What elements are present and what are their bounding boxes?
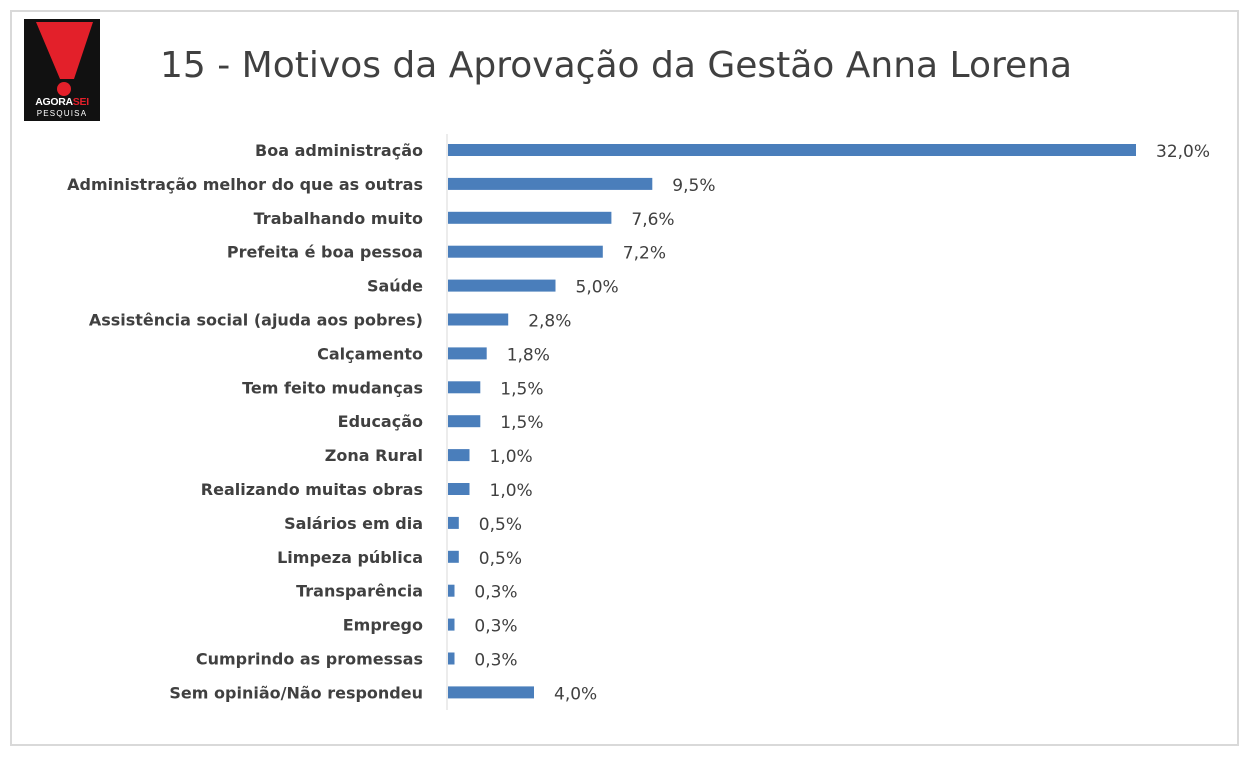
data-label: 1,5% [500,379,543,399]
bar [448,483,470,495]
data-label: 1,8% [507,345,550,365]
bar [448,516,459,529]
bar [448,313,509,326]
bar [448,618,455,631]
category-label: Emprego [343,616,423,635]
category-label: Sem opinião/Não respondeu [169,683,423,702]
data-label: 4,0% [554,684,597,704]
data-label: 0,3% [474,651,517,671]
category-label: Trabalhando muito [254,209,423,228]
bar [448,245,603,258]
bar [448,652,455,665]
bar [448,415,481,428]
bar [448,381,481,394]
data-label: 0,5% [479,515,522,535]
logo-brand-text: AGORASEI [35,96,89,108]
bar [448,449,470,462]
bar [448,550,459,563]
bar [448,686,534,699]
bar [448,347,487,360]
logo-subtitle: PESQUISA [36,109,88,118]
category-label: Zona Rural [325,446,423,465]
bar [448,177,653,190]
data-label: 7,6% [631,210,674,230]
data-label: 9,5% [672,176,715,196]
category-label: Administração melhor do que as outras [67,175,423,194]
category-label: Transparência [296,582,423,601]
chart-title: 15 - Motivos da Aprovação da Gestão Anna… [160,45,1073,86]
data-label: 5,0% [576,278,619,298]
category-label: Cumprindo as promessas [196,650,423,669]
bar [448,584,455,597]
data-label: 1,0% [490,481,533,501]
exclamation-icon [36,22,93,96]
category-label: Prefeita é boa pessoa [227,243,423,262]
bar [448,211,612,224]
data-label: 0,3% [474,583,517,603]
data-label: 7,2% [623,244,666,264]
bar [448,279,556,292]
data-label: 1,0% [490,447,533,467]
category-label: Salários em dia [284,514,423,533]
category-label: Saúde [367,277,423,296]
category-label: Tem feito mudanças [242,378,423,397]
category-label: Calçamento [317,344,423,363]
category-label: Assistência social (ajuda aos pobres) [89,311,423,330]
data-label: 0,3% [474,617,517,637]
bar [448,144,1136,156]
category-label: Boa administração [255,141,423,160]
category-label: Realizando muitas obras [201,480,423,499]
data-label: 1,5% [500,413,543,433]
chart-frame [10,10,1239,746]
category-label: Limpeza pública [277,548,423,567]
data-label: 2,8% [528,312,571,332]
data-label: 32,0% [1156,142,1210,162]
category-label: Educação [338,412,423,431]
data-label: 0,5% [479,549,522,569]
agora-sei-logo: AGORASEI PESQUISA [24,19,100,121]
